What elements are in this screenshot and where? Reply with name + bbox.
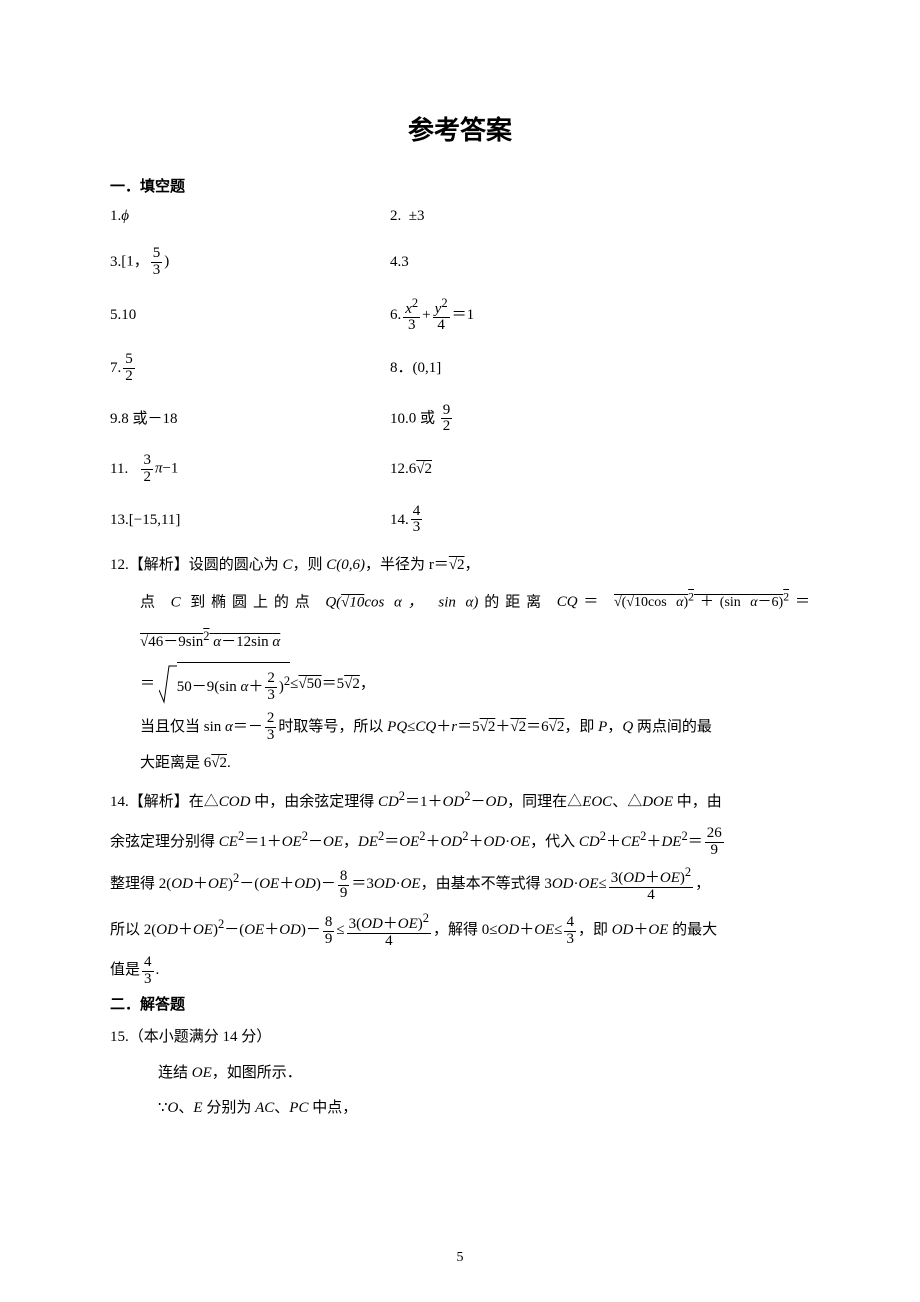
solution-text: 值是43.	[110, 962, 159, 978]
fill-blank-answers-grid: 1.ϕ 2. ±3 3.[1，53) 4.3 5.10 6.x23+y24＝1 …	[110, 204, 810, 536]
answer-cell: 3.[1，53)	[110, 246, 390, 279]
answer-value: [1，53)	[121, 246, 169, 279]
answer-value: 10	[121, 303, 136, 327]
answer-value: 52	[121, 352, 137, 385]
answer-value: (0,1]	[413, 356, 442, 380]
answer-cell: 2. ±3	[390, 204, 810, 228]
answer-value: [−15,11]	[129, 508, 181, 532]
answer-cell: 8．(0,1]	[390, 352, 810, 385]
solution-text: 整理得 2(OD＋OE)2－(OE＋OD)－89＝3OD·OE，由基本不等式得 …	[110, 876, 710, 892]
answer-number: 7.	[110, 356, 121, 380]
answer-value: x23+y24＝1	[401, 297, 474, 335]
answer-number: 6.	[390, 303, 401, 327]
answer-number: 14.	[390, 508, 409, 532]
math-expr: CQ＝ √(√10cos α)2＋(sin α－6)2＝	[557, 594, 810, 610]
section-heading-fill: 一．填空题	[110, 175, 810, 196]
answer-cell: 12. 6√2	[390, 453, 810, 486]
solution-text: 的距离	[478, 594, 556, 610]
question-head: 15.（本小题满分 14 分）	[110, 1029, 271, 1045]
answer-number: 9.	[110, 407, 121, 431]
solution-text: ∵O、E 分别为 AC、PC 中点，	[158, 1100, 357, 1116]
answer-number: 8．	[390, 356, 413, 380]
math-expr: C(0,6)	[326, 557, 365, 573]
answer-cell: 4.3	[390, 246, 810, 279]
math-expr: √46－9sin2 α－12sin α	[140, 634, 280, 650]
math-expr: ＝ 50－9(sin α＋23)2≤√50＝5√2，	[140, 676, 375, 692]
answer-cell: 11. 32π−1	[110, 453, 390, 486]
answer-number: 5.	[110, 303, 121, 327]
math-expr: Q(√10cos α， sin α)	[325, 594, 478, 610]
solution-text: 点	[140, 594, 171, 610]
solution-text: 所以 2(OD＋OE)2－(OE＋OD)－89≤3(OD＋OE)24，解得 0≤…	[110, 922, 717, 938]
solution-text: 到椭圆上的点	[181, 594, 326, 610]
solution-text: ，半径为	[365, 557, 429, 573]
answer-cell: 7.52	[110, 352, 390, 385]
answer-cell: 10.0 或 92	[390, 403, 810, 436]
solution-text: ，则	[293, 557, 327, 573]
answer-number: 4.	[390, 250, 401, 274]
solution-14: 14.【解析】在△COD 中，由余弦定理得 CD2＝1＋OD2－OD，同理在△E…	[110, 783, 810, 987]
answer-number: 10.	[390, 407, 409, 431]
math-expr: r＝√2，	[429, 557, 480, 573]
answer-number: 3.	[110, 250, 121, 274]
page-number: 5	[0, 1250, 920, 1266]
solution-text: 连结 OE，如图所示．	[158, 1065, 302, 1081]
answer-value: ±3	[401, 204, 424, 228]
answer-number: 12.	[390, 457, 409, 481]
answer-cell: 5.10	[110, 297, 390, 335]
answer-value: ϕ	[121, 204, 129, 228]
question-15: 15.（本小题满分 14 分） 连结 OE，如图所示． ∵O、E 分别为 AC、…	[110, 1022, 810, 1125]
solution-text: 12.【解析】设圆的圆心为	[110, 557, 283, 573]
answer-value: 43	[409, 504, 425, 537]
answer-cell: 9. 8 或－18	[110, 403, 390, 436]
section-heading-solve: 二．解答题	[110, 993, 810, 1014]
answer-value: 32π−1	[128, 453, 178, 486]
answer-cell: 6.x23+y24＝1	[390, 297, 810, 335]
document-page: 参考答案 一．填空题 1.ϕ 2. ±3 3.[1，53) 4.3 5.10 6…	[0, 0, 920, 1302]
solution-text: 余弦定理分别得 CE2＝1＋OE2－OE，DE2＝OE2＋OD2＋OD·OE，代…	[110, 834, 726, 850]
answer-value: 3	[401, 250, 409, 274]
answer-value: 0 或 92	[409, 403, 455, 436]
solution-text: 大距离是 6√2.	[140, 755, 231, 771]
answer-number: 2.	[390, 204, 401, 228]
page-title: 参考答案	[110, 110, 810, 147]
answer-cell: 14.43	[390, 504, 810, 537]
answer-value: 8 或－18	[121, 407, 177, 431]
solution-text: 14.【解析】在△COD 中，由余弦定理得 CD2＝1＋OD2－OD，同理在△E…	[110, 794, 722, 810]
answer-value: 6√2	[409, 457, 432, 481]
answer-number: 1.	[110, 204, 121, 228]
solution-text: 当且仅当 sin α＝－23时取等号，所以 PQ≤CQ＋r＝5√2＋√2＝6√2…	[140, 719, 712, 735]
solution-12: 12.【解析】设圆的圆心为 C，则 C(0,6)，半径为 r＝√2， 点 C 到…	[110, 550, 810, 779]
answer-number: 11.	[110, 457, 128, 481]
math-var: C	[283, 557, 293, 573]
answer-cell: 1.ϕ	[110, 204, 390, 228]
answer-cell: 13.[−15,11]	[110, 504, 390, 537]
answer-number: 13.	[110, 508, 129, 532]
math-var: C	[171, 594, 181, 610]
